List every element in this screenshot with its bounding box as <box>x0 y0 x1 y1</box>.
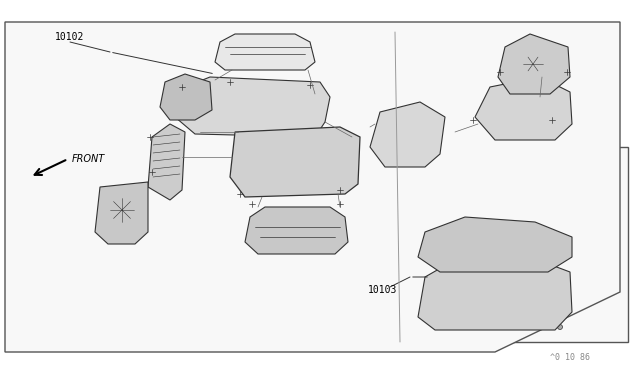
Ellipse shape <box>98 185 102 189</box>
Ellipse shape <box>384 128 396 142</box>
Bar <box>194 68 206 76</box>
Bar <box>154 121 176 134</box>
Ellipse shape <box>517 239 531 255</box>
Ellipse shape <box>291 251 299 257</box>
Ellipse shape <box>153 142 157 146</box>
Bar <box>400 147 628 342</box>
Ellipse shape <box>433 239 447 255</box>
Text: 10102: 10102 <box>55 32 84 42</box>
Ellipse shape <box>306 38 310 41</box>
Ellipse shape <box>207 97 223 117</box>
Ellipse shape <box>459 283 477 305</box>
Polygon shape <box>418 257 572 330</box>
Polygon shape <box>475 77 572 140</box>
Ellipse shape <box>146 180 150 184</box>
Ellipse shape <box>193 92 197 96</box>
Ellipse shape <box>218 73 222 77</box>
Polygon shape <box>370 102 445 167</box>
Ellipse shape <box>428 209 433 215</box>
Ellipse shape <box>431 283 449 305</box>
Ellipse shape <box>298 130 302 134</box>
Text: FRONT: FRONT <box>72 154 105 164</box>
Polygon shape <box>215 34 315 70</box>
Ellipse shape <box>246 192 250 196</box>
Text: ^0 10 86: ^0 10 86 <box>550 353 590 362</box>
Ellipse shape <box>485 72 489 76</box>
Ellipse shape <box>493 101 507 119</box>
Ellipse shape <box>248 38 252 41</box>
Ellipse shape <box>553 132 557 136</box>
Ellipse shape <box>228 38 232 41</box>
Ellipse shape <box>235 97 251 117</box>
Ellipse shape <box>166 80 170 84</box>
Polygon shape <box>498 34 570 94</box>
Ellipse shape <box>573 264 577 269</box>
Ellipse shape <box>98 230 102 234</box>
Ellipse shape <box>288 38 292 41</box>
Ellipse shape <box>330 242 334 246</box>
Ellipse shape <box>200 80 205 84</box>
Ellipse shape <box>488 92 492 96</box>
Ellipse shape <box>182 80 188 84</box>
Ellipse shape <box>177 88 199 108</box>
Polygon shape <box>160 74 212 120</box>
Polygon shape <box>148 124 185 200</box>
Ellipse shape <box>291 97 307 117</box>
Ellipse shape <box>515 101 529 119</box>
Ellipse shape <box>519 53 547 75</box>
Ellipse shape <box>568 72 572 76</box>
Polygon shape <box>418 217 572 272</box>
Ellipse shape <box>461 239 475 255</box>
Polygon shape <box>175 77 330 137</box>
Ellipse shape <box>268 38 272 41</box>
Bar <box>460 68 476 80</box>
Ellipse shape <box>263 97 279 117</box>
Ellipse shape <box>296 262 300 266</box>
Polygon shape <box>245 207 348 254</box>
Ellipse shape <box>113 201 131 219</box>
Ellipse shape <box>487 283 505 305</box>
Ellipse shape <box>353 120 357 124</box>
Ellipse shape <box>489 239 503 255</box>
Ellipse shape <box>246 151 264 173</box>
Polygon shape <box>230 127 360 197</box>
Ellipse shape <box>557 324 563 330</box>
Ellipse shape <box>428 324 433 330</box>
Text: 10103: 10103 <box>368 285 397 295</box>
Polygon shape <box>5 22 620 352</box>
Ellipse shape <box>107 195 137 225</box>
Ellipse shape <box>153 120 157 124</box>
Bar <box>342 149 369 165</box>
Ellipse shape <box>263 242 267 246</box>
Ellipse shape <box>191 112 195 116</box>
Ellipse shape <box>296 151 314 173</box>
Polygon shape <box>95 182 148 244</box>
Ellipse shape <box>537 101 551 119</box>
Bar <box>453 152 467 162</box>
Ellipse shape <box>313 72 317 76</box>
Ellipse shape <box>328 192 332 196</box>
Ellipse shape <box>402 128 414 142</box>
Ellipse shape <box>420 128 432 142</box>
Ellipse shape <box>146 230 150 234</box>
Ellipse shape <box>271 151 289 173</box>
Bar <box>335 86 355 98</box>
Ellipse shape <box>321 151 339 173</box>
Ellipse shape <box>468 135 472 139</box>
Ellipse shape <box>573 209 577 215</box>
Ellipse shape <box>515 283 533 305</box>
